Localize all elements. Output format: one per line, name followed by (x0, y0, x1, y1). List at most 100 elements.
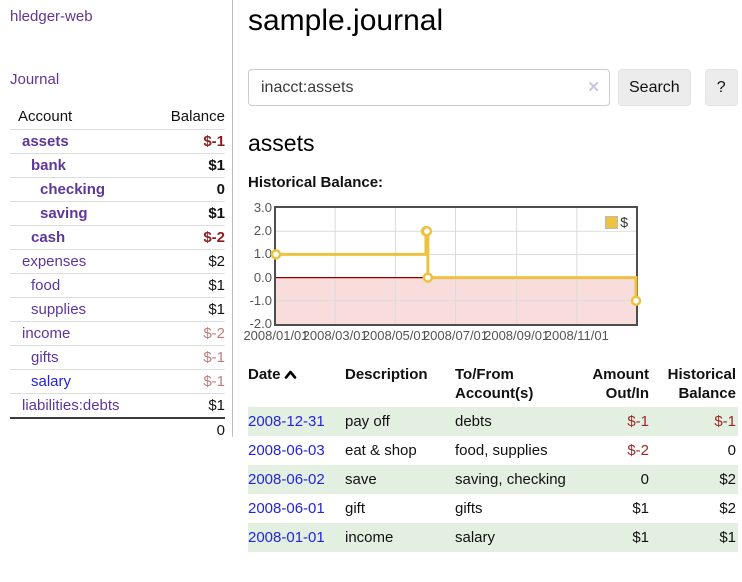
historical-balance-chart: 3.0 2.0 1.0 0.0 -1.0 -2.0 $ 2008/01/01 2008/03… (243, 199, 738, 345)
transaction-description: income (345, 529, 394, 546)
search-form: ✕ Search ? (248, 69, 738, 106)
column-header-accounts: To/From Account(s) (455, 366, 534, 402)
account-link-supplies[interactable]: supplies (31, 301, 87, 318)
transaction-accounts: salary (455, 529, 496, 546)
account-link-expenses[interactable]: expenses (22, 253, 87, 270)
account-balance: $-1 (203, 133, 225, 150)
y-axis-tick-label: -2.0 (249, 316, 272, 331)
account-balance: $1 (208, 205, 225, 222)
transaction-balance: $1 (719, 529, 736, 546)
x-axis-tick-label: 2008/01/01 (243, 328, 309, 343)
transaction-description: eat & shop (345, 442, 417, 459)
account-row: liabilities:debts $1 (10, 393, 225, 419)
account-row: assets $-1 (10, 129, 225, 154)
account-balance: $1 (208, 157, 225, 174)
account-balance: $2 (208, 253, 225, 270)
page-title: sample.journal (248, 4, 444, 37)
register-header-row: Date Description To/From Account(s) Amou… (248, 361, 738, 407)
x-axis-tick-label: 2008/11/01 (544, 328, 609, 343)
transaction-row: 2008-06-02 save saving, checking 0 $2 (248, 465, 738, 494)
x-axis-tick-label: 2008/05/01 (362, 328, 428, 343)
account-balance: $1 (208, 301, 225, 318)
y-axis-tick-label: 1.0 (253, 246, 272, 262)
transaction-accounts: food, supplies (455, 442, 548, 459)
account-link-cash[interactable]: cash (31, 229, 66, 246)
transaction-accounts: saving, checking (455, 471, 566, 488)
transaction-description: pay off (345, 413, 390, 430)
account-row: salary $-1 (10, 369, 225, 394)
search-input-wrapper: ✕ (248, 69, 610, 106)
account-row: expenses $2 (10, 249, 225, 274)
account-balance: $-1 (203, 373, 225, 390)
account-balance: $-2 (203, 229, 225, 246)
transaction-description: gift (345, 500, 366, 517)
help-button[interactable]: ? (704, 69, 738, 106)
account-row: supplies $1 (10, 297, 225, 322)
transaction-date-link[interactable]: 2008-12-31 (248, 413, 325, 430)
column-header-date[interactable]: Date (248, 361, 345, 407)
transaction-balance: $-1 (714, 413, 736, 430)
clear-search-icon[interactable]: ✕ (587, 79, 600, 96)
account-link-checking[interactable]: checking (40, 181, 106, 198)
accounts-table: Account Balance assets $-1 bank $1 checkin… (10, 106, 225, 442)
account-link-food[interactable]: food (31, 277, 61, 294)
column-header-balance: Historical Balance (667, 366, 736, 402)
legend-label: $ (620, 214, 628, 230)
transaction-amount: $1 (632, 500, 649, 517)
transaction-amount: 0 (640, 471, 649, 488)
account-row: bank $1 (10, 153, 225, 178)
transaction-description: save (345, 471, 377, 488)
transaction-row: 2008-06-03 eat & shop food, supplies $-2… (248, 436, 738, 465)
transaction-accounts: gifts (455, 500, 483, 517)
account-balance: $1 (208, 397, 225, 414)
transaction-amount: $-1 (627, 413, 649, 430)
chart-legend: $ (603, 213, 630, 231)
account-link-liabilities-debts[interactable]: liabilities:debts (22, 397, 120, 414)
chart-series-svg (270, 208, 642, 324)
transaction-date-link[interactable]: 2008-01-01 (248, 529, 325, 546)
account-link-salary[interactable]: salary (31, 373, 72, 390)
transaction-row: 2008-12-31 pay off debts $-1 $-1 (248, 407, 738, 436)
transaction-balance: $2 (719, 471, 736, 488)
transaction-date-link[interactable]: 2008-06-02 (248, 471, 325, 488)
transaction-amount: $1 (632, 529, 649, 546)
account-balance: $-2 (203, 325, 225, 342)
x-axis-tick-label: 2008/03/01 (302, 328, 368, 343)
account-link-bank[interactable]: bank (31, 157, 67, 174)
register-table: Date Description To/From Account(s) Amou… (248, 361, 738, 552)
transaction-row: 2008-01-01 income salary $1 $1 (248, 523, 738, 552)
transaction-balance: 0 (727, 442, 736, 459)
app-title-link[interactable]: hledger-web (10, 8, 93, 25)
account-row: food $1 (10, 273, 225, 298)
transaction-date-link[interactable]: 2008-06-03 (248, 442, 325, 459)
sidebar-item-journal[interactable]: Journal (10, 71, 60, 88)
y-axis-tick-label: 0.0 (253, 269, 272, 285)
account-row: saving $1 (10, 201, 225, 226)
y-axis-tick-label: 2.0 (253, 223, 272, 239)
main-content: sample.journal ✕ Search ? assets Histori… (243, 0, 738, 552)
y-axis-tick-label: -1.0 (249, 292, 272, 308)
transaction-amount: $-2 (627, 442, 649, 459)
transaction-date-link[interactable]: 2008-06-01 (248, 500, 325, 517)
account-row: cash $-2 (10, 225, 225, 250)
chart-plot-area: $ (270, 206, 642, 326)
account-row: gifts $-1 (10, 345, 225, 370)
sort-ascending-icon (284, 370, 296, 379)
account-heading: assets (248, 130, 315, 156)
search-input[interactable] (248, 69, 610, 106)
account-column-header: Account (18, 108, 73, 125)
sidebar: hledger-web Journal Account Balance asse… (0, 0, 233, 439)
transaction-row: 2008-06-01 gift gifts $1 $2 (248, 494, 738, 523)
accounts-total-value: 0 (216, 422, 225, 439)
account-row: income $-2 (10, 321, 225, 346)
y-axis-tick-label: 3.0 (253, 200, 272, 215)
account-link-assets[interactable]: assets (22, 133, 69, 150)
account-link-income[interactable]: income (22, 325, 71, 342)
account-link-gifts[interactable]: gifts (31, 349, 59, 366)
account-row: checking 0 (10, 177, 225, 202)
account-link-saving[interactable]: saving (40, 205, 88, 222)
search-button[interactable]: Search (618, 69, 691, 106)
transaction-accounts: debts (455, 413, 492, 430)
legend-swatch-icon (605, 215, 619, 229)
accounts-total-row: 0 (10, 418, 225, 442)
